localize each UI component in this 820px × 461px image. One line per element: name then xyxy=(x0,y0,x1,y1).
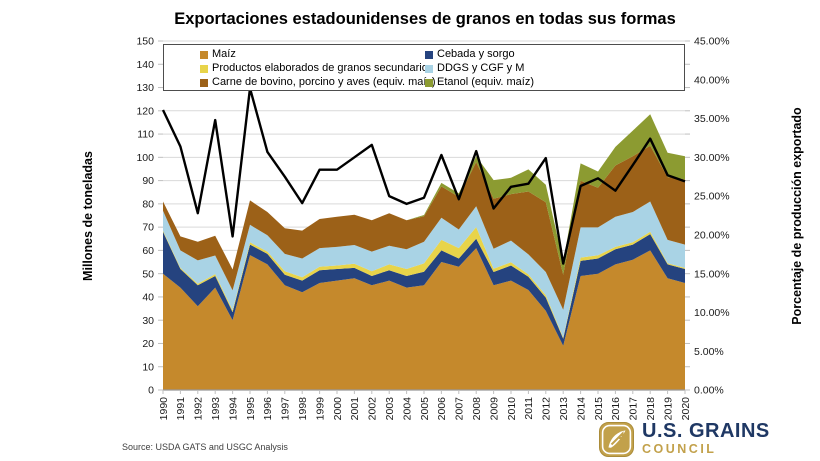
year-label: 1992 xyxy=(193,397,205,421)
x-axis-tick-labels: 1990 1991 1992 1993 1994 1995 1996 1997 1998 1999… xyxy=(158,397,692,421)
left-tick-label: 10 xyxy=(142,361,154,373)
left-tick-label: 0 xyxy=(148,385,154,397)
legend-item-cebada-y-sorgo: Cebada y sorgo xyxy=(425,48,684,61)
year-label: 2011 xyxy=(523,397,535,420)
legend-label-productos-elaborados: Productos elaborados de granos secundari… xyxy=(212,62,434,74)
year-label: 2006 xyxy=(436,397,448,421)
left-tick-label: 30 xyxy=(142,315,154,327)
legend-swatch-maiz xyxy=(200,50,208,59)
left-tick-label: 120 xyxy=(136,105,154,117)
legend-item-carne: Carne de bovino, porcino y aves (equiv. … xyxy=(200,76,436,89)
legend-item-ddgs: DDGS y CGF y M xyxy=(425,62,684,75)
right-tick-label: 15.00% xyxy=(694,268,730,280)
year-label: 2019 xyxy=(662,397,674,421)
left-tick-label: 70 xyxy=(142,222,154,234)
left-axis-title: Millones de toneladas xyxy=(81,151,95,281)
usgc-logo: U.S. GRAINS COUNCIL xyxy=(598,421,770,458)
usgc-logo-line2: COUNCIL xyxy=(642,442,717,456)
right-tick-label: 0.00% xyxy=(694,385,724,397)
area-etanol xyxy=(163,114,685,275)
year-label: 2017 xyxy=(628,397,640,421)
legend-label-ddgs: DDGS y CGF y M xyxy=(437,62,525,74)
year-label: 2008 xyxy=(471,397,483,421)
year-label: 2010 xyxy=(506,397,518,421)
year-label: 1993 xyxy=(210,397,222,421)
legend-grid: Maíz Cebada y sorgo Productos elaborados d… xyxy=(164,45,684,89)
legend-swatch-etanol xyxy=(425,78,433,87)
year-label: 1997 xyxy=(280,397,292,421)
left-tick-label: 80 xyxy=(142,198,154,210)
year-label: 1994 xyxy=(227,397,239,421)
usgc-logo-text: U.S. GRAINS COUNCIL xyxy=(642,421,770,456)
left-tick-label: 140 xyxy=(136,59,154,71)
right-tick-label: 20.00% xyxy=(694,229,730,241)
year-label: 2000 xyxy=(332,397,344,421)
legend-swatch-productos-elaborados xyxy=(200,64,208,73)
year-label: 1998 xyxy=(297,397,309,421)
left-tick-label: 90 xyxy=(142,175,154,187)
legend-item-productos-elaborados: Productos elaborados de granos secundari… xyxy=(200,62,433,75)
left-tick-label: 110 xyxy=(137,129,154,141)
source-note: Source: USDA GATS and USGC Analysis xyxy=(122,442,288,452)
year-label: 2005 xyxy=(419,397,431,421)
right-tick-label: 45.00% xyxy=(694,36,730,48)
left-tick-label: 130 xyxy=(136,82,154,94)
year-label: 2012 xyxy=(541,397,553,421)
year-label: 2020 xyxy=(680,397,692,421)
right-tick-label: 25.00% xyxy=(694,191,730,203)
legend-label-maiz: Maíz xyxy=(212,48,236,60)
chart-title: Exportaciones estadounidenses de granos … xyxy=(174,10,676,28)
legend-label-cebada-y-sorgo: Cebada y sorgo xyxy=(437,48,515,60)
area-carne xyxy=(163,145,685,310)
year-label: 2013 xyxy=(558,397,570,421)
year-label: 2014 xyxy=(575,397,587,421)
legend-label-carne: Carne de bovino, porcino y aves (equiv. … xyxy=(212,76,436,88)
axes xyxy=(158,40,690,394)
legend-swatch-carne xyxy=(200,78,208,87)
right-axis-title: Porcentaje de producción exportado xyxy=(790,107,804,325)
year-label: 1991 xyxy=(175,397,187,421)
right-tick-label: 5.00% xyxy=(694,346,724,358)
year-label: 2003 xyxy=(384,397,396,421)
legend-swatch-ddgs xyxy=(425,64,433,73)
left-tick-label: 40 xyxy=(142,292,154,304)
year-label: 2007 xyxy=(454,397,466,421)
year-label: 2001 xyxy=(349,397,361,421)
area-maiz xyxy=(163,248,685,390)
left-tick-label: 150 xyxy=(136,36,154,48)
usgc-logo-shield-icon xyxy=(599,422,634,457)
legend-item-etanol: Etanol (equiv. maíz) xyxy=(425,76,684,89)
right-tick-label: 30.00% xyxy=(694,152,730,164)
year-label: 1999 xyxy=(314,397,326,421)
left-tick-label: 60 xyxy=(142,245,154,257)
left-axis-tick-labels: 0 10 20 30 40 50 60 70 80 90 100 110 120 130 140 150 xyxy=(136,36,154,397)
year-label: 1996 xyxy=(262,397,274,421)
left-tick-label: 100 xyxy=(136,152,154,164)
left-tick-label: 20 xyxy=(142,338,154,350)
year-label: 1995 xyxy=(245,397,257,421)
year-label: 2004 xyxy=(401,397,413,421)
legend-item-maiz: Maíz xyxy=(200,48,425,61)
left-tick-label: 50 xyxy=(142,268,154,280)
legend-swatch-cebada-y-sorgo xyxy=(425,50,433,59)
area-ddgs xyxy=(163,201,685,338)
year-label: 2018 xyxy=(645,397,657,421)
usgc-logo-line1: U.S. GRAINS xyxy=(642,420,770,442)
year-label: 2015 xyxy=(593,397,605,421)
year-label: 2016 xyxy=(610,397,622,421)
legend: Maíz Cebada y sorgo Productos elaborados d… xyxy=(163,44,685,91)
legend-label-etanol: Etanol (equiv. maíz) xyxy=(437,76,535,88)
right-tick-label: 10.00% xyxy=(694,307,730,319)
year-label: 2009 xyxy=(488,397,500,421)
year-label: 2002 xyxy=(367,397,379,421)
right-axis-tick-labels: 0.00% 5.00% 10.00% 15.00% 20.00% 25.00% 30.00%… xyxy=(694,36,730,397)
right-tick-label: 35.00% xyxy=(694,113,730,125)
right-tick-label: 40.00% xyxy=(694,74,730,86)
year-label: 1990 xyxy=(158,397,170,421)
